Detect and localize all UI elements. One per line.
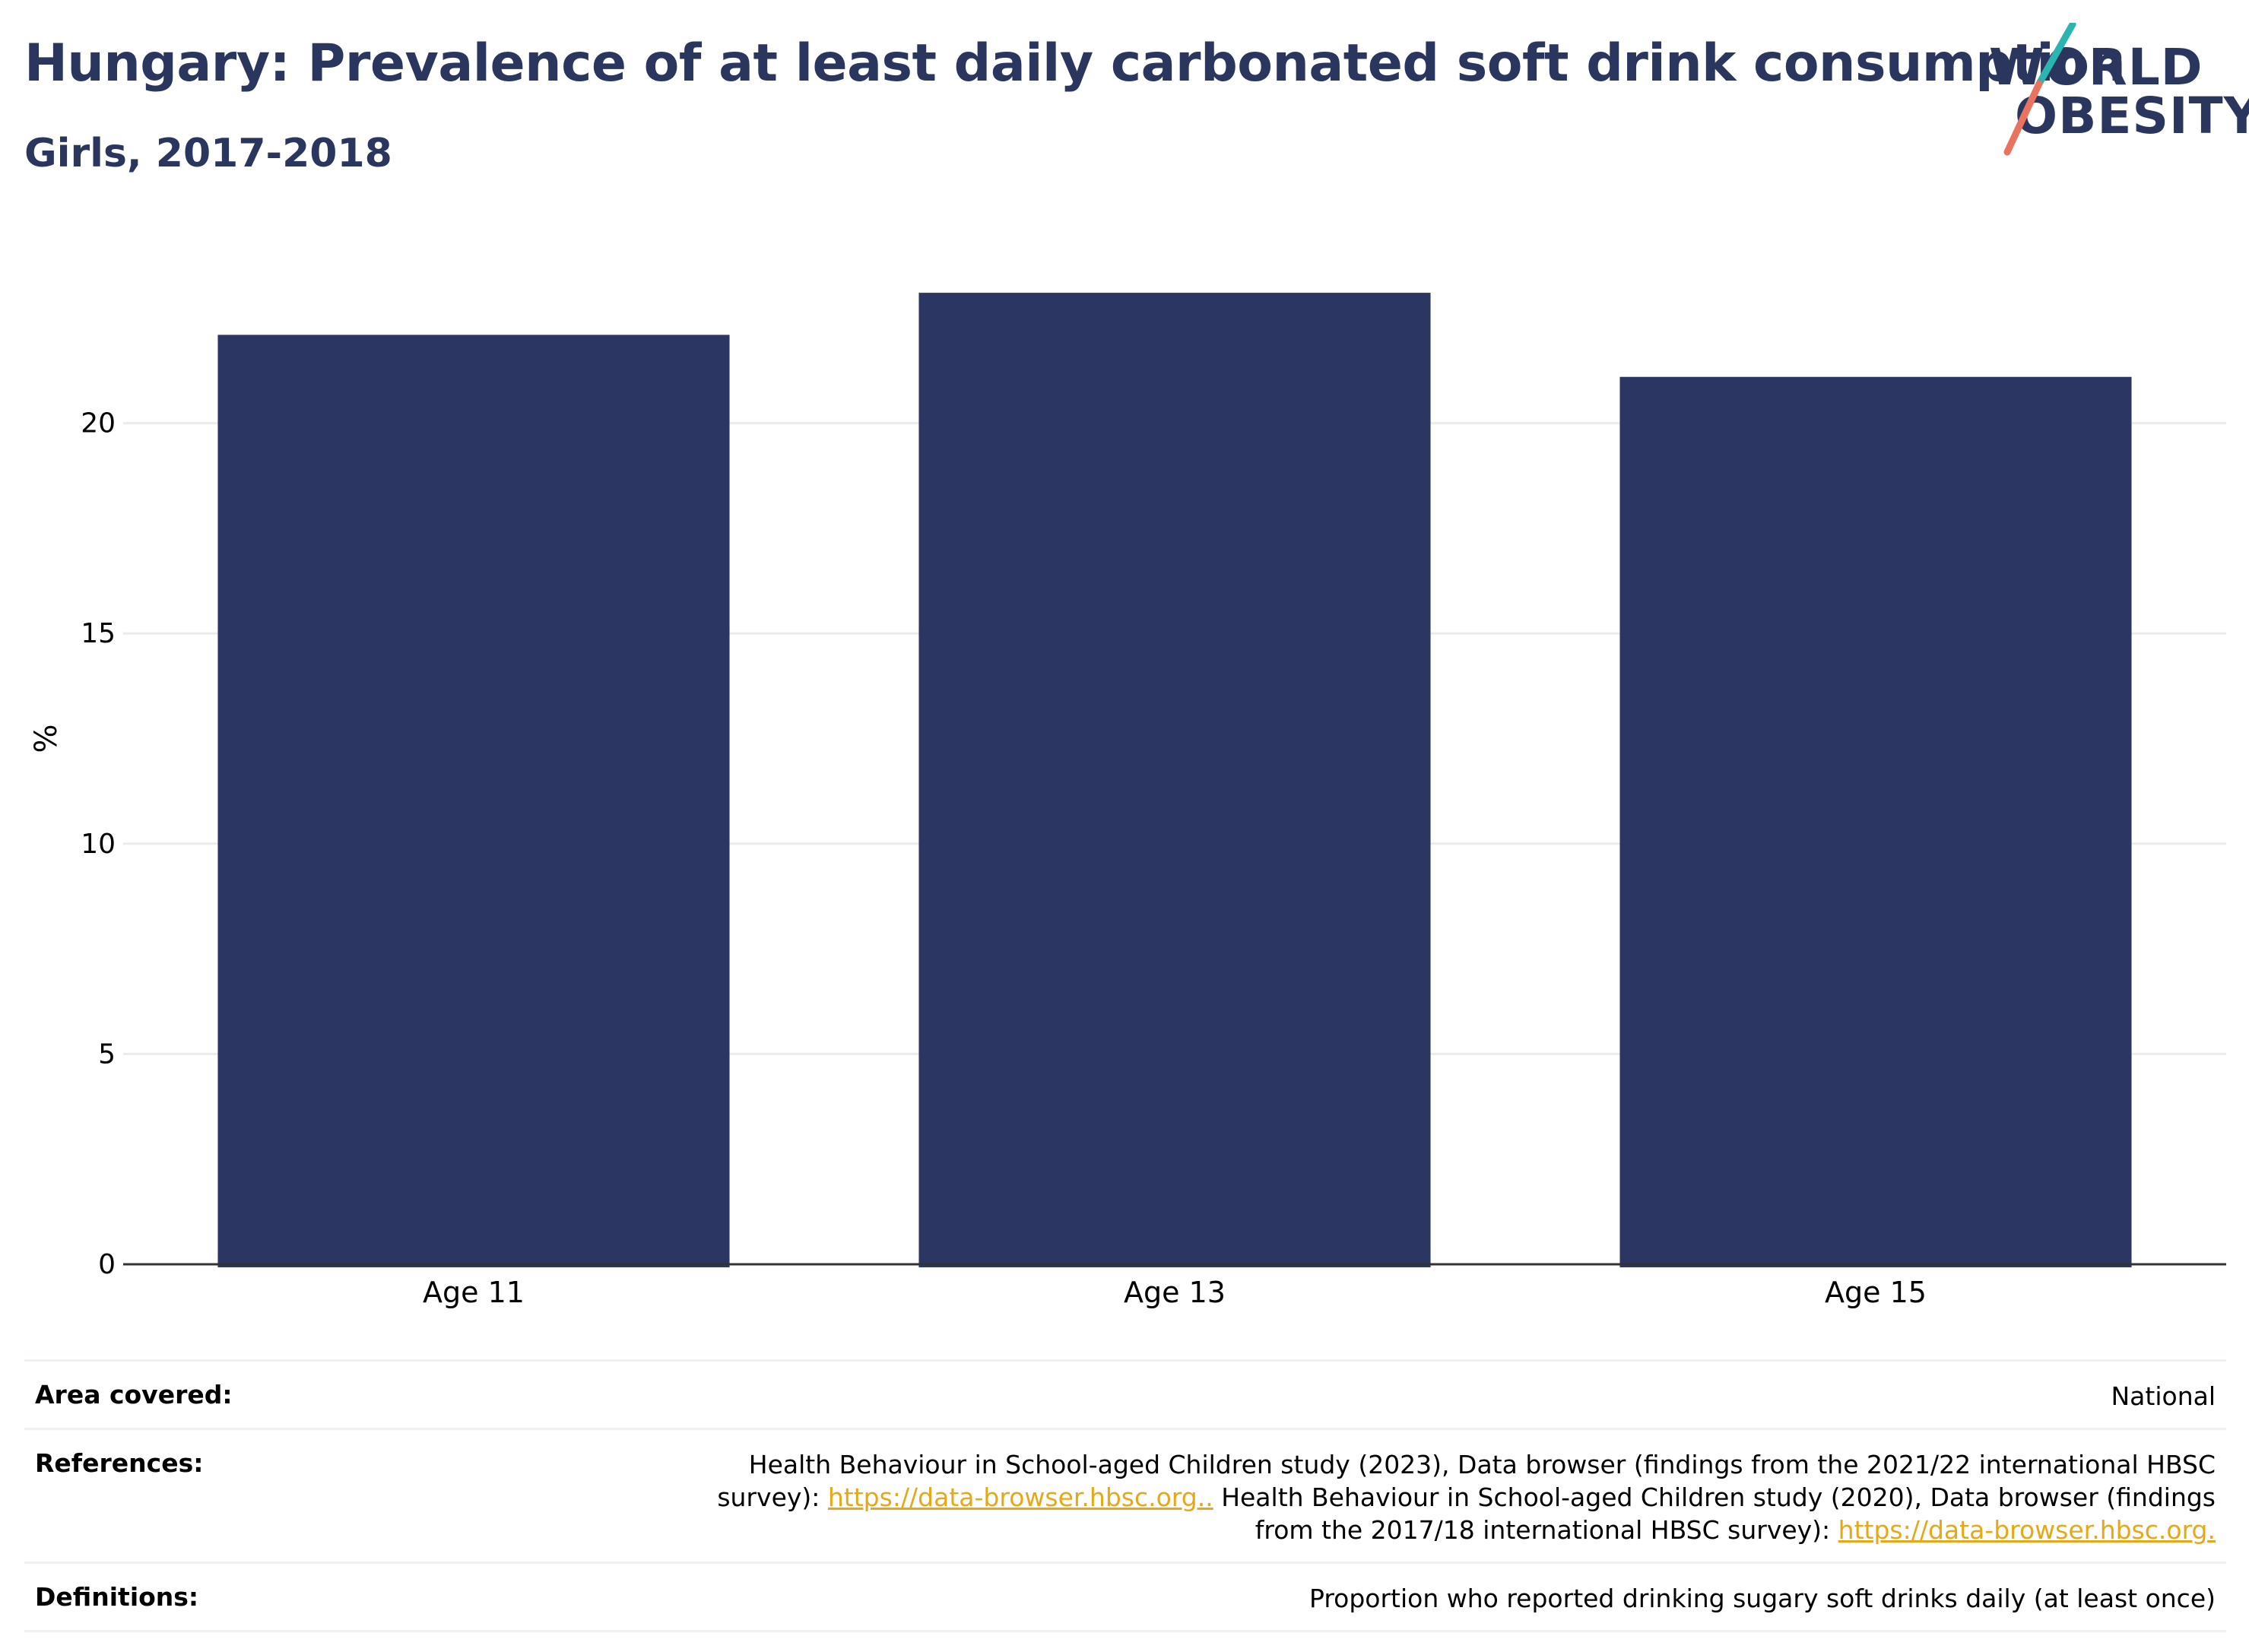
info-row-area: Area covered: National (24, 1359, 2226, 1428)
y-tick-label: 0 (98, 1249, 116, 1280)
info-label: Area covered: (35, 1380, 233, 1409)
logo-slash-icon (2003, 23, 2076, 156)
logo-text-world: WORLD (1989, 38, 2203, 97)
chart-subtitle: Girls, 2017-2018 (24, 131, 392, 176)
info-label: Definitions: (35, 1582, 199, 1612)
info-row-definitions: Definitions: Proportion who reported dri… (24, 1562, 2226, 1632)
info-text: Proportion who reported drinking sugary … (1309, 1584, 2216, 1613)
info-text: Health Behaviour in School-aged Children… (717, 1450, 2216, 1512)
bar (1619, 376, 2132, 1267)
info-value: Health Behaviour in School-aged Children… (665, 1448, 2216, 1546)
x-tick-label: Age 11 (423, 1276, 525, 1309)
info-row-references: References: Health Behaviour in School-a… (24, 1428, 2226, 1562)
x-tick-label: Age 13 (1124, 1276, 1226, 1309)
y-axis-label: % (29, 724, 64, 753)
info-text: Health Behaviour in School-aged Children… (1213, 1482, 2216, 1545)
bar (217, 335, 730, 1268)
reference-link[interactable]: https://data-browser.hbsc.org. (1838, 1515, 2216, 1545)
info-label: References: (35, 1448, 204, 1478)
info-table: Area covered: National References: Healt… (24, 1359, 2226, 1632)
y-tick-label: 15 (81, 618, 116, 649)
chart-title: Hungary: Prevalence of at least daily ca… (24, 33, 2126, 94)
y-tick-label: 20 (81, 408, 116, 439)
y-tick-label: 5 (98, 1038, 116, 1070)
info-text: National (2111, 1381, 2216, 1411)
info-value: Proportion who reported drinking sugary … (1309, 1582, 2216, 1615)
logo-text-obesity: OBESITY (2015, 87, 2249, 145)
x-tick-label: Age 15 (1825, 1276, 1927, 1309)
bar-chart: 0 5 10 15 20 Age 11 Age 13 Age 15% (29, 293, 2226, 1309)
info-value: National (2111, 1380, 2216, 1413)
reference-link[interactable]: https://data-browser.hbsc.org.. (827, 1482, 1213, 1512)
world-obesity-logo: WORLD OBESITY (1984, 23, 2249, 160)
bar (918, 293, 1431, 1267)
y-tick-label: 10 (81, 829, 116, 860)
